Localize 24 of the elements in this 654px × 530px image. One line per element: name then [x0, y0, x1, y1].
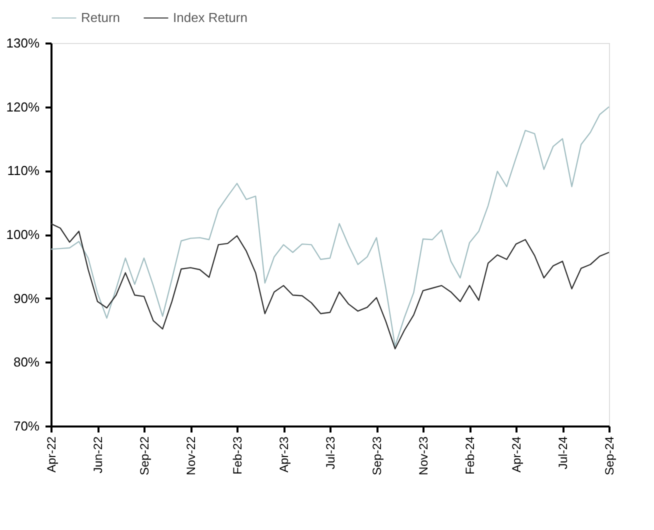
y-tick-label: 100% — [6, 227, 40, 242]
x-tick-label: Apr-22 — [44, 436, 58, 473]
x-tick-label: Jul-23 — [324, 436, 338, 470]
x-tick-label: Apr-23 — [277, 436, 291, 473]
y-tick-label: 120% — [6, 99, 40, 114]
x-tick-label: Nov-23 — [416, 436, 430, 476]
legend-label: Index Return — [173, 10, 248, 25]
x-tick-label: Nov-22 — [184, 436, 198, 476]
x-tick-label: Sep-24 — [602, 436, 616, 476]
x-tick-label: Sep-23 — [370, 436, 384, 476]
legend-label: Return — [81, 10, 120, 25]
y-tick-label: 130% — [6, 36, 40, 50]
x-tick-label: Apr-24 — [510, 436, 524, 473]
y-tick-label: 90% — [13, 290, 40, 306]
x-tick-label: Feb-23 — [230, 436, 244, 475]
y-tick-label: 70% — [13, 418, 40, 434]
y-tick-label: 80% — [13, 354, 40, 370]
y-tick-label: 110% — [7, 163, 40, 178]
x-tick-label: Jul-24 — [556, 436, 570, 470]
x-tick-label: Sep-22 — [138, 436, 152, 476]
x-tick-label: Jun-22 — [91, 436, 105, 474]
line-series — [50, 223, 610, 350]
x-tick-label: Feb-24 — [463, 436, 477, 475]
line-series — [50, 106, 610, 347]
